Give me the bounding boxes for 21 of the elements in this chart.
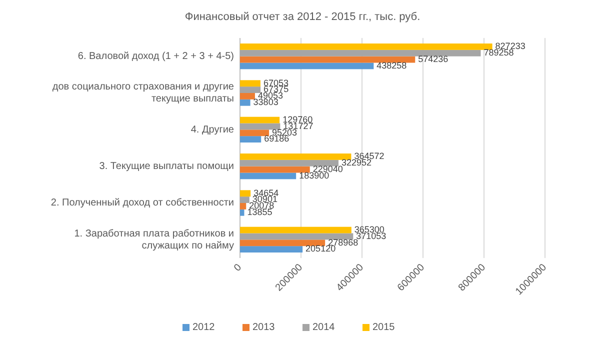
legend-label: 2013 [252, 322, 276, 334]
data-label: 438258 [376, 60, 407, 70]
data-label: 13855 [247, 207, 272, 217]
y-tick-label: 6. Валовой доход (1 + 2 + 3 + 4-5) [78, 50, 234, 62]
data-label: 574236 [418, 54, 448, 64]
x-tick-label: 0 [232, 262, 244, 274]
data-label: 322952 [342, 158, 372, 168]
data-label: 789258 [484, 48, 514, 58]
chart-title: Финансовый отчет за 2012 - 2015 гг., тыс. руб. [184, 11, 420, 23]
data-label: 33803 [253, 97, 278, 107]
legend-label: 2014 [312, 322, 336, 334]
y-tick-label: 3. Текущие выплаты помощи [99, 160, 234, 172]
legend-label: 2015 [372, 322, 396, 334]
y-tick-label: 4. Другие [190, 124, 234, 136]
y-tick-label: 2. Полученный доход от собственности [50, 198, 234, 209]
data-label: 205120 [306, 244, 336, 254]
data-label: 229040 [312, 164, 343, 174]
y-tick-label: дов социального страхования и другие текущие выплаты [52, 82, 234, 105]
data-label: 67053 [263, 78, 288, 88]
y-tick-label: 1. Заработная плата работников и служащих по найму [74, 228, 234, 252]
legend-label: 2012 [192, 322, 216, 334]
